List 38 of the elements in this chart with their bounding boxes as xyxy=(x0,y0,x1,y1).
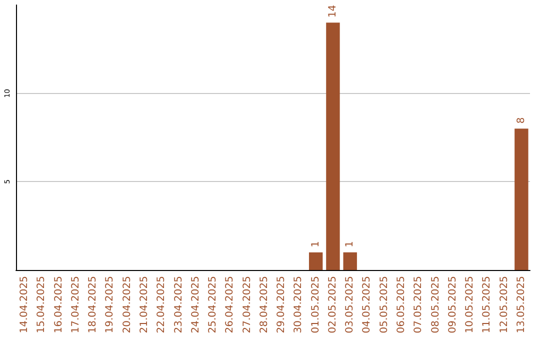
x-tick-label: 16.04.2025 xyxy=(53,276,64,334)
x-tick-label: 20.04.2025 xyxy=(122,276,133,334)
x-tick-label: 05.05.2025 xyxy=(378,276,390,334)
bar xyxy=(308,252,323,270)
x-tick-label: 26.04.2025 xyxy=(224,276,236,334)
x-tick-label: 13.05.2025 xyxy=(516,276,527,334)
x-tick-label: 22.04.2025 xyxy=(156,276,168,334)
x-tick-label: 11.05.2025 xyxy=(482,276,493,334)
bar xyxy=(343,252,357,270)
x-tick-label: 15.04.2025 xyxy=(36,276,48,334)
x-tick-label: 06.05.2025 xyxy=(396,276,407,334)
x-tick-label: 18.04.2025 xyxy=(88,276,99,334)
x-tick-label: 07.05.2025 xyxy=(413,276,424,334)
data-label: 14 xyxy=(327,4,338,18)
x-tick-label: 01.05.2025 xyxy=(310,276,322,334)
x-tick-label: 25.04.2025 xyxy=(208,276,219,334)
x-tick-label: 12.05.2025 xyxy=(498,276,510,334)
x-tick-label: 23.04.2025 xyxy=(173,276,184,334)
data-label: 1 xyxy=(310,240,322,248)
bar xyxy=(514,128,528,270)
x-tick-label: 10.05.2025 xyxy=(464,276,476,334)
x-tick-label: 28.04.2025 xyxy=(258,276,270,334)
x-tick-label: 09.05.2025 xyxy=(447,276,458,334)
bar xyxy=(326,22,340,270)
x-tick-label: 19.04.2025 xyxy=(104,276,116,334)
x-tick-label: 30.04.2025 xyxy=(293,276,304,334)
x-tick-label: 04.05.2025 xyxy=(362,276,373,334)
x-tick-label: 24.04.2025 xyxy=(190,276,202,334)
data-label: 1 xyxy=(344,240,356,248)
data-label: 8 xyxy=(516,117,527,124)
x-tick-label: 08.05.2025 xyxy=(430,276,442,334)
x-tick-label: 03.05.2025 xyxy=(344,276,356,334)
x-tick-label: 02.05.2025 xyxy=(327,276,338,334)
x-tick-label: 27.04.2025 xyxy=(242,276,253,334)
x-tick-label: 21.04.2025 xyxy=(139,276,150,334)
x-tick-label: 17.04.2025 xyxy=(70,276,82,334)
x-tick-label: 14.04.2025 xyxy=(19,276,30,334)
x-tick-label: 29.04.2025 xyxy=(276,276,288,334)
